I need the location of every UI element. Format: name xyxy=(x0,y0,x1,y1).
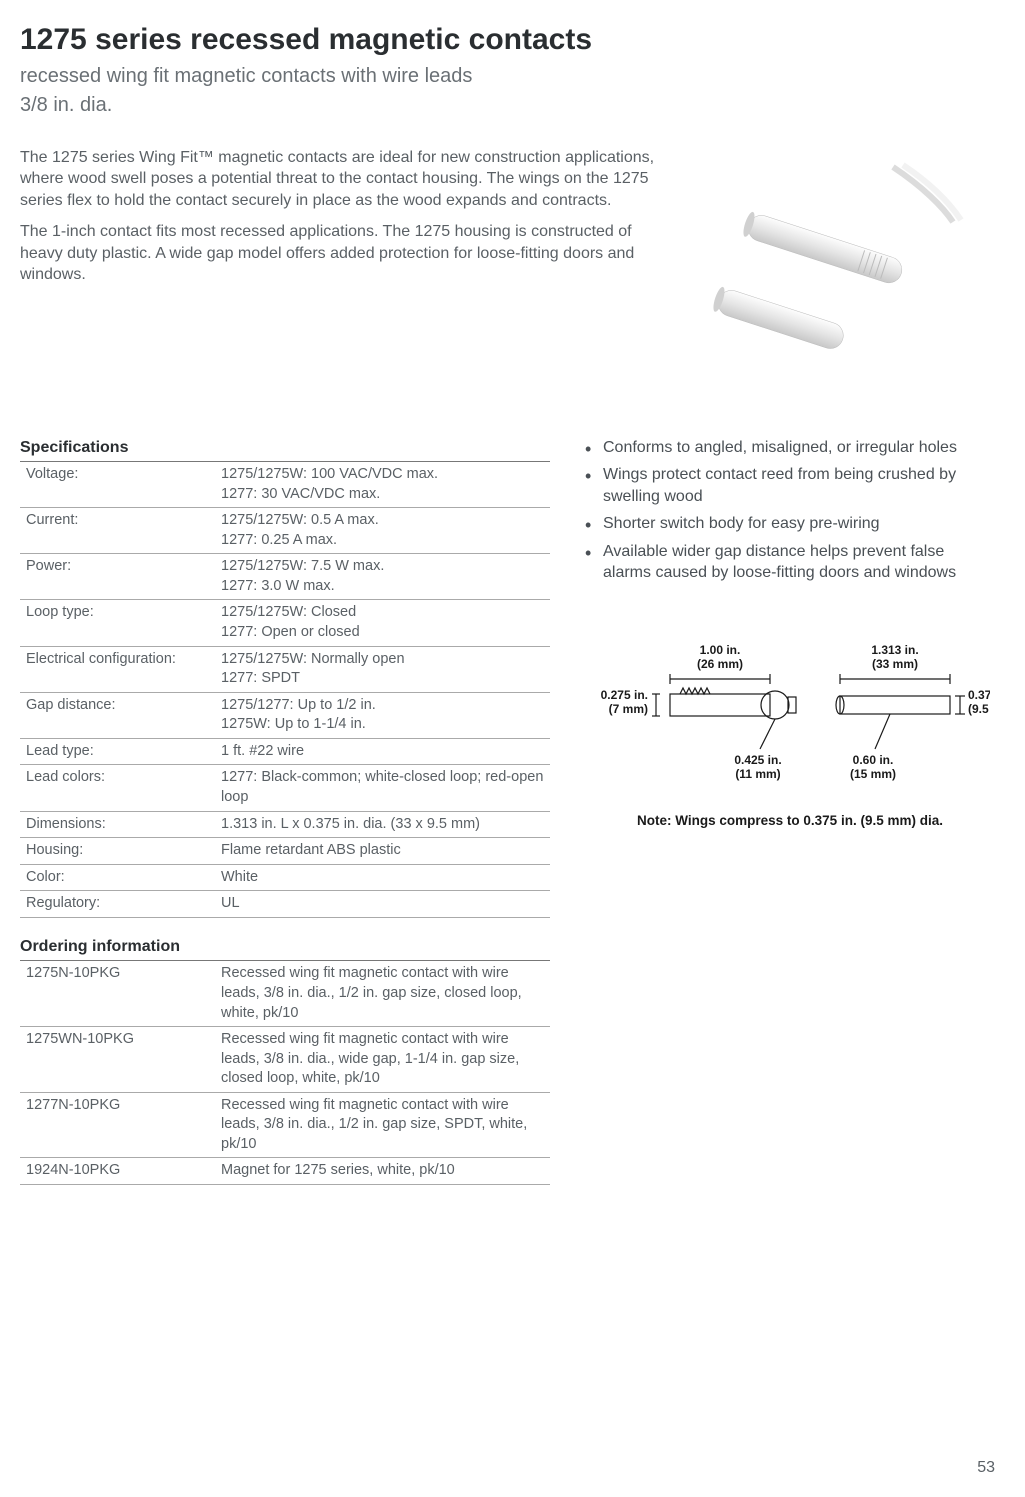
spec-label: Voltage: xyxy=(20,462,215,508)
spec-value: White xyxy=(215,864,550,891)
table-row: 1275N-10PKGRecessed wing fit magnetic co… xyxy=(20,961,550,1026)
dim-d3-mm: (7 mm) xyxy=(609,702,648,716)
dim-d4-in: 0.375 in. xyxy=(968,688,990,702)
ordering-desc: Recessed wing fit magnetic contact with … xyxy=(215,961,550,1026)
table-row: Current:1275/1275W: 0.5 A max. 1277: 0.2… xyxy=(20,508,550,554)
dim-d1-mm: (26 mm) xyxy=(697,657,743,671)
dim-d5-mm: (11 mm) xyxy=(735,767,780,781)
subtitle-line-1: recessed wing fit magnetic contacts with… xyxy=(20,63,995,90)
table-row: Housing:Flame retardant ABS plastic xyxy=(20,838,550,865)
spec-label: Current: xyxy=(20,508,215,554)
dim-d2-in: 1.313 in. xyxy=(871,643,918,657)
spec-value: 1.313 in. L x 0.375 in. dia. (33 x 9.5 m… xyxy=(215,811,550,838)
page-title: 1275 series recessed magnetic contacts xyxy=(20,20,995,61)
spec-value: 1275/1275W: 7.5 W max. 1277: 3.0 W max. xyxy=(215,554,550,600)
page-number: 53 xyxy=(977,1457,995,1479)
intro-paragraph-1: The 1275 series Wing Fit™ magnetic conta… xyxy=(20,147,660,212)
spec-label: Lead type: xyxy=(20,738,215,765)
spec-label: Dimensions: xyxy=(20,811,215,838)
diagram-note: Note: Wings compress to 0.375 in. (9.5 m… xyxy=(585,812,995,830)
columns: Specifications Voltage:1275/1275W: 100 V… xyxy=(20,437,995,1186)
right-column: Conforms to angled, misaligned, or irreg… xyxy=(585,437,995,1186)
table-row: 1277N-10PKGRecessed wing fit magnetic co… xyxy=(20,1092,550,1158)
subtitle-line-2: 3/8 in. dia. xyxy=(20,92,995,119)
ordering-desc: Recessed wing fit magnetic contact with … xyxy=(215,1027,550,1093)
list-item: Available wider gap distance helps preve… xyxy=(585,541,995,584)
table-row: 1275WN-10PKGRecessed wing fit magnetic c… xyxy=(20,1027,550,1093)
spec-value: Flame retardant ABS plastic xyxy=(215,838,550,865)
spec-label: Gap distance: xyxy=(20,692,215,738)
table-row: 1924N-10PKGMagnet for 1275 series, white… xyxy=(20,1158,550,1185)
spec-label: Housing: xyxy=(20,838,215,865)
dimension-diagram: 1.00 in. (26 mm) 1.313 in. (33 mm) 0.275… xyxy=(585,624,995,830)
top-row: The 1275 series Wing Fit™ magnetic conta… xyxy=(20,147,995,367)
spec-label: Loop type: xyxy=(20,600,215,646)
dim-d4-mm: (9.5 mm) xyxy=(968,702,990,716)
table-row: Regulatory:UL xyxy=(20,891,550,918)
specifications-heading: Specifications xyxy=(20,437,550,463)
dim-d3-in: 0.275 in. xyxy=(601,688,648,702)
ordering-heading: Ordering information xyxy=(20,936,550,962)
spec-value: 1275/1275W: 100 VAC/VDC max. 1277: 30 VA… xyxy=(215,462,550,508)
spec-label: Lead colors: xyxy=(20,765,215,811)
ordering-desc: Magnet for 1275 series, white, pk/10 xyxy=(215,1158,550,1185)
list-item: Conforms to angled, misaligned, or irreg… xyxy=(585,437,995,459)
spec-label: Power: xyxy=(20,554,215,600)
ordering-desc: Recessed wing fit magnetic contact with … xyxy=(215,1092,550,1158)
dim-d5-in: 0.425 in. xyxy=(734,753,781,767)
list-item: Shorter switch body for easy pre-wiring xyxy=(585,513,995,535)
ordering-table: 1275N-10PKGRecessed wing fit magnetic co… xyxy=(20,961,550,1185)
intro-column: The 1275 series Wing Fit™ magnetic conta… xyxy=(20,147,660,367)
table-row: Color:White xyxy=(20,864,550,891)
table-row: Lead type:1 ft. #22 wire xyxy=(20,738,550,765)
table-row: Voltage:1275/1275W: 100 VAC/VDC max. 127… xyxy=(20,462,550,508)
dim-d6-mm: (15 mm) xyxy=(850,767,896,781)
spec-value: 1 ft. #22 wire xyxy=(215,738,550,765)
table-row: Dimensions:1.313 in. L x 0.375 in. dia. … xyxy=(20,811,550,838)
spec-value: 1275/1275W: 0.5 A max. 1277: 0.25 A max. xyxy=(215,508,550,554)
table-row: Gap distance:1275/1277: Up to 1/2 in. 12… xyxy=(20,692,550,738)
spec-label: Regulatory: xyxy=(20,891,215,918)
dim-d2-mm: (33 mm) xyxy=(872,657,918,671)
spec-value: UL xyxy=(215,891,550,918)
table-row: Lead colors:1277: Black-common; white-cl… xyxy=(20,765,550,811)
ordering-sku: 1275N-10PKG xyxy=(20,961,215,1026)
feature-list: Conforms to angled, misaligned, or irreg… xyxy=(585,437,995,585)
specifications-table: Voltage:1275/1275W: 100 VAC/VDC max. 127… xyxy=(20,462,550,918)
left-column: Specifications Voltage:1275/1275W: 100 V… xyxy=(20,437,550,1186)
ordering-sku: 1924N-10PKG xyxy=(20,1158,215,1185)
intro-paragraph-2: The 1-inch contact fits most recessed ap… xyxy=(20,221,660,286)
spec-label: Electrical configuration: xyxy=(20,646,215,692)
spec-value: 1275/1275W: Normally open 1277: SPDT xyxy=(215,646,550,692)
product-photo xyxy=(690,147,995,367)
spec-value: 1275/1275W: Closed 1277: Open or closed xyxy=(215,600,550,646)
dim-d6-in: 0.60 in. xyxy=(853,753,894,767)
table-row: Power:1275/1275W: 7.5 W max. 1277: 3.0 W… xyxy=(20,554,550,600)
table-row: Electrical configuration:1275/1275W: Nor… xyxy=(20,646,550,692)
list-item: Wings protect contact reed from being cr… xyxy=(585,464,995,507)
spec-label: Color: xyxy=(20,864,215,891)
ordering-sku: 1277N-10PKG xyxy=(20,1092,215,1158)
table-row: Loop type:1275/1275W: Closed 1277: Open … xyxy=(20,600,550,646)
ordering-sku: 1275WN-10PKG xyxy=(20,1027,215,1093)
dim-d1-in: 1.00 in. xyxy=(700,643,741,657)
spec-value: 1277: Black-common; white-closed loop; r… xyxy=(215,765,550,811)
spec-value: 1275/1277: Up to 1/2 in. 1275W: Up to 1-… xyxy=(215,692,550,738)
